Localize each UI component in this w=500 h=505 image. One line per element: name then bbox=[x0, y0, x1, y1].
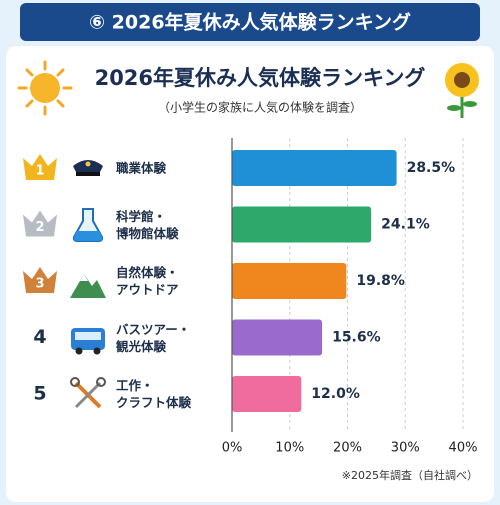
x-tick-label: 20% bbox=[333, 441, 362, 456]
bar bbox=[232, 319, 323, 356]
banner-title: ⑥ 2026年夏休み人気体験ランキング bbox=[89, 11, 411, 34]
category-label: 科学館・ 博物館体験 bbox=[116, 208, 179, 241]
rank: 3 bbox=[35, 277, 44, 292]
chart-title: 2026年夏休み人気体験ランキング bbox=[95, 66, 426, 90]
bar bbox=[232, 206, 372, 243]
bus-icon bbox=[71, 328, 105, 355]
sun-icon bbox=[17, 60, 73, 116]
category-label: 工作・ クラフト体験 bbox=[116, 378, 192, 410]
value-label: 19.8% bbox=[356, 273, 405, 289]
banner bbox=[20, 3, 480, 41]
flask-icon bbox=[72, 208, 104, 242]
value-label: 24.1% bbox=[381, 217, 430, 233]
crown bbox=[23, 154, 57, 180]
bar bbox=[232, 150, 397, 186]
value-label: 15.6% bbox=[332, 330, 381, 346]
crown bbox=[23, 210, 57, 237]
rank: 4 bbox=[33, 326, 46, 348]
category-label: 職業体験 bbox=[116, 160, 167, 176]
x-tick-label: 30% bbox=[391, 441, 420, 456]
bar bbox=[232, 376, 302, 412]
x-tick-label: 10% bbox=[275, 441, 304, 456]
rank: 1 bbox=[35, 164, 44, 179]
category-label: 自然体験・ アウトドア bbox=[116, 265, 179, 297]
bar bbox=[232, 263, 347, 299]
chart-subtitle: （小学生の家族に人気の体験を調査） bbox=[158, 100, 362, 115]
crown bbox=[23, 267, 57, 293]
rank: 5 bbox=[33, 383, 46, 405]
x-tick-label: 40% bbox=[449, 441, 478, 456]
x-tick-label: 0% bbox=[222, 441, 243, 456]
category-label: バスツアー・ 観光体験 bbox=[116, 321, 191, 354]
cap-icon bbox=[73, 160, 103, 176]
tools-icon bbox=[70, 377, 106, 409]
value-label: 28.5% bbox=[407, 160, 456, 176]
mountain-icon bbox=[70, 274, 106, 298]
footnote: ※2025年調査（自社調べ） bbox=[342, 468, 478, 482]
sunflower-icon bbox=[445, 63, 479, 118]
value-label: 12.0% bbox=[311, 386, 360, 402]
rank: 2 bbox=[35, 220, 44, 235]
